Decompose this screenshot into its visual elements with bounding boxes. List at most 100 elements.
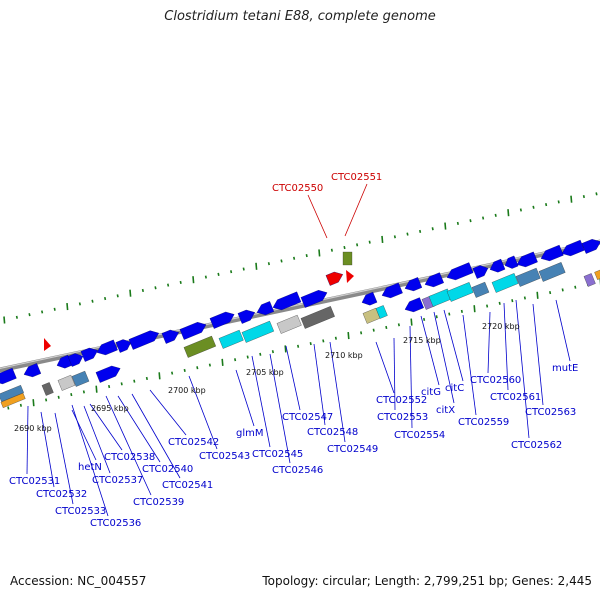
upper-tick <box>155 286 156 289</box>
lower-tick <box>172 372 173 375</box>
leader-line <box>345 184 367 236</box>
gene-label: CTC02562 <box>511 440 562 451</box>
leader-line <box>72 410 96 460</box>
lower-tick <box>310 342 311 345</box>
upper-tick <box>357 243 358 246</box>
upper-tick <box>584 195 585 198</box>
gene-label: CTC02542 <box>168 437 219 448</box>
red-gene-arrow <box>346 270 354 283</box>
kbp-label: 2700 kbp <box>168 386 206 395</box>
gene-label: CTC02537 <box>92 475 143 486</box>
leader-line <box>533 304 543 405</box>
gene-label: CTC02559 <box>458 417 509 428</box>
lower-tick <box>84 390 85 393</box>
upper-tick <box>218 273 219 276</box>
upper-tick <box>80 302 81 305</box>
lower-tick <box>487 305 488 308</box>
lower-tick <box>222 359 223 366</box>
lower-tick <box>361 331 362 334</box>
gene-arrow <box>180 320 208 340</box>
lower-tick <box>386 326 387 329</box>
gene-label: glmM <box>236 428 264 439</box>
kbp-label: 2695 kbp <box>91 404 129 413</box>
leader-line <box>286 346 300 410</box>
gene-label: CTC02546 <box>272 465 323 476</box>
leader-line <box>376 342 394 393</box>
gene-label: CTC02539 <box>133 497 184 508</box>
lower-tick <box>348 332 349 339</box>
upper-tick <box>143 289 144 292</box>
upper-tick <box>17 316 18 319</box>
leader-line <box>150 390 186 435</box>
upper-tick <box>369 241 370 244</box>
leader-line <box>308 195 327 238</box>
gene-box <box>42 382 54 395</box>
gene-label: CTC02560 <box>470 375 521 386</box>
upper-tick <box>281 260 282 263</box>
leader-line <box>236 370 254 426</box>
gene-box <box>219 330 244 349</box>
gene-label: CTC02545 <box>252 449 303 460</box>
gene-label: CTC02541 <box>162 480 213 491</box>
gene-box <box>447 282 473 301</box>
upper-tick <box>193 276 194 283</box>
lower-tick <box>197 366 198 369</box>
red-gene-arrow <box>44 338 51 351</box>
upper-tick <box>420 230 421 233</box>
red-gene-label: CTC02551 <box>331 172 382 183</box>
topology-summary: Topology: circular; Length: 2,799,251 bp… <box>262 574 592 588</box>
lower-tick <box>449 313 450 316</box>
gene-label: CTC02552 <box>376 395 427 406</box>
red-gene-label: CTC02550 <box>272 183 323 194</box>
lower-tick <box>121 382 122 385</box>
gene-label: hetN <box>78 462 102 473</box>
gene-label: citC <box>445 383 464 394</box>
upper-tick <box>306 254 307 257</box>
gene-label: CTC02543 <box>199 451 250 462</box>
upper-tick <box>558 201 559 204</box>
upper-tick <box>29 313 30 316</box>
upper-tick <box>4 317 5 324</box>
lower-tick <box>235 358 236 361</box>
gene-label: mutE <box>552 363 578 374</box>
kbp-label: 2720 kbp <box>482 322 520 331</box>
gene-label: CTC02561 <box>490 392 541 403</box>
lower-tick <box>298 345 299 348</box>
upper-tick <box>92 300 93 303</box>
gene-label: CTC02553 <box>377 412 428 423</box>
gene-box <box>472 282 489 297</box>
upper-tick <box>382 236 383 243</box>
lower-tick <box>260 353 261 356</box>
upper-tick <box>168 284 169 287</box>
upper-tick <box>243 268 244 271</box>
lower-tick <box>525 297 526 300</box>
lower-tick <box>424 318 425 321</box>
upper-tick <box>206 276 207 279</box>
gene-box <box>242 321 274 343</box>
lower-tick <box>436 315 437 318</box>
lower-tick <box>33 399 34 406</box>
upper-tick <box>495 214 496 217</box>
gene-box <box>492 273 518 292</box>
gene-label: citG <box>421 387 441 398</box>
lower-tick <box>8 407 9 410</box>
lower-tick <box>134 380 135 383</box>
lower-tick <box>109 385 110 388</box>
upper-tick <box>42 311 43 314</box>
upper-tick <box>395 235 396 238</box>
lower-tick <box>21 404 22 407</box>
upper-tick <box>533 206 534 209</box>
gene-arrow <box>582 237 600 254</box>
leader-line <box>421 316 439 385</box>
lower-tick <box>247 356 248 359</box>
lower-tick <box>550 291 551 294</box>
lower-tick <box>575 286 576 289</box>
upper-tick <box>117 294 118 297</box>
leader-line <box>27 406 28 474</box>
gene-label: CTC02549 <box>327 444 378 455</box>
lower-tick <box>184 369 185 372</box>
upper-tick <box>294 257 295 260</box>
lower-tick <box>462 310 463 313</box>
gene-box <box>277 315 302 334</box>
